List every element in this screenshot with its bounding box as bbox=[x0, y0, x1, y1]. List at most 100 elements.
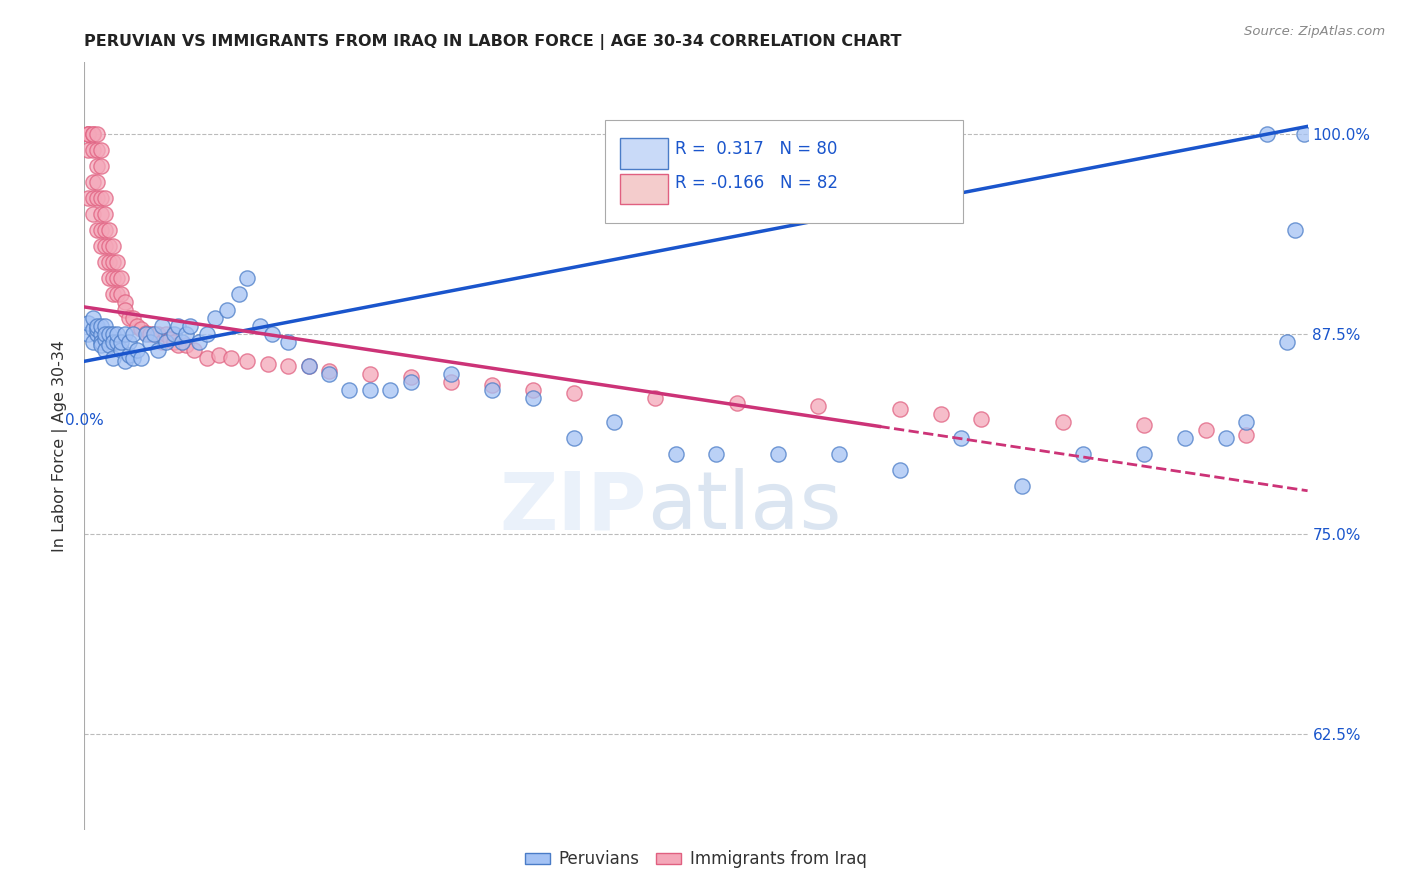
Point bbox=[1256, 128, 1278, 142]
Point bbox=[93, 239, 115, 253]
Point bbox=[90, 319, 112, 334]
Point bbox=[1215, 431, 1237, 445]
Y-axis label: In Labor Force | Age 30-34: In Labor Force | Age 30-34 bbox=[52, 340, 69, 552]
Point bbox=[110, 271, 132, 285]
Point bbox=[86, 175, 108, 189]
Point bbox=[93, 327, 115, 342]
Point bbox=[101, 335, 124, 350]
Point bbox=[706, 447, 728, 461]
Point bbox=[440, 375, 463, 389]
Point bbox=[122, 351, 145, 365]
Point bbox=[82, 335, 104, 350]
Text: ZIP: ZIP bbox=[499, 468, 647, 547]
Point bbox=[929, 407, 952, 421]
Point bbox=[93, 332, 115, 346]
Point bbox=[236, 271, 259, 285]
Point bbox=[90, 338, 112, 352]
Point bbox=[90, 223, 112, 237]
Point bbox=[93, 223, 115, 237]
Point bbox=[146, 327, 169, 342]
Point bbox=[644, 391, 666, 405]
Point bbox=[90, 191, 112, 205]
Point bbox=[195, 327, 218, 342]
Point bbox=[118, 348, 141, 362]
Text: atlas: atlas bbox=[647, 468, 841, 547]
Point bbox=[725, 396, 748, 410]
Text: PERUVIAN VS IMMIGRANTS FROM IRAQ IN LABOR FORCE | AGE 30-34 CORRELATION CHART: PERUVIAN VS IMMIGRANTS FROM IRAQ IN LABO… bbox=[84, 34, 901, 50]
Point bbox=[1174, 431, 1197, 445]
Point bbox=[1133, 447, 1156, 461]
Point bbox=[217, 303, 239, 318]
Point bbox=[172, 335, 194, 350]
Point bbox=[339, 383, 361, 397]
Point bbox=[97, 327, 120, 342]
Point bbox=[135, 326, 157, 340]
Point bbox=[127, 319, 149, 334]
Point bbox=[82, 128, 104, 142]
Point bbox=[163, 335, 186, 350]
Point bbox=[174, 327, 197, 342]
Point bbox=[159, 332, 181, 346]
Point bbox=[82, 144, 104, 158]
Point bbox=[1236, 427, 1258, 442]
Point bbox=[142, 327, 165, 342]
Point bbox=[90, 327, 112, 342]
Point bbox=[118, 335, 141, 350]
Text: R = -0.166   N = 82: R = -0.166 N = 82 bbox=[675, 174, 838, 192]
Point bbox=[93, 343, 115, 357]
Point bbox=[93, 319, 115, 334]
Point bbox=[249, 319, 271, 334]
Point bbox=[101, 287, 124, 301]
Point bbox=[1052, 415, 1074, 429]
Point bbox=[97, 255, 120, 269]
Point bbox=[101, 351, 124, 365]
Point bbox=[90, 207, 112, 221]
Point bbox=[204, 311, 226, 326]
Point bbox=[277, 335, 299, 350]
Point bbox=[93, 207, 115, 221]
Point bbox=[828, 447, 851, 461]
Point bbox=[562, 431, 585, 445]
Point bbox=[179, 319, 201, 334]
Point bbox=[82, 322, 104, 336]
Point bbox=[399, 370, 422, 384]
Point bbox=[86, 319, 108, 334]
Point bbox=[174, 338, 197, 352]
Point bbox=[219, 351, 242, 365]
Point bbox=[110, 287, 132, 301]
Point bbox=[114, 303, 136, 318]
Point bbox=[150, 335, 173, 350]
Point bbox=[101, 239, 124, 253]
Point bbox=[86, 322, 108, 336]
Point bbox=[97, 223, 120, 237]
Point bbox=[146, 343, 169, 357]
Point bbox=[110, 335, 132, 350]
Point bbox=[105, 335, 128, 350]
Point bbox=[97, 239, 120, 253]
Point bbox=[522, 391, 544, 405]
Point bbox=[167, 338, 190, 352]
Point bbox=[82, 128, 104, 142]
Point bbox=[155, 335, 177, 350]
Point bbox=[150, 319, 173, 334]
Point bbox=[298, 359, 321, 373]
Point bbox=[101, 271, 124, 285]
Point bbox=[1073, 447, 1095, 461]
Point bbox=[1292, 128, 1315, 142]
Point bbox=[105, 287, 128, 301]
Point bbox=[86, 327, 108, 342]
Point bbox=[970, 412, 993, 426]
Point bbox=[359, 383, 381, 397]
Point bbox=[187, 335, 209, 350]
Point bbox=[105, 327, 128, 342]
Point bbox=[260, 327, 283, 342]
Point bbox=[665, 447, 688, 461]
Point bbox=[257, 358, 280, 372]
Point bbox=[562, 386, 585, 401]
Point bbox=[298, 359, 321, 373]
Point bbox=[359, 367, 381, 381]
Point bbox=[318, 367, 340, 381]
Legend: Peruvians, Immigrants from Iraq: Peruvians, Immigrants from Iraq bbox=[519, 844, 873, 875]
Point bbox=[131, 351, 153, 365]
Point bbox=[167, 319, 190, 334]
